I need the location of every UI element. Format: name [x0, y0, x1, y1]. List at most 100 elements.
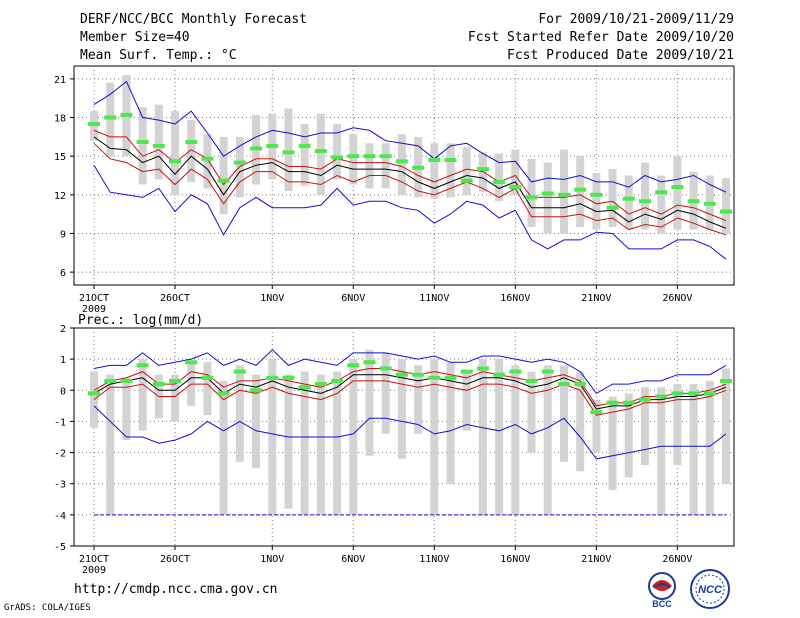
- temp-xtick-label: 11NOV: [419, 293, 449, 304]
- prec-median-marker: [233, 369, 246, 374]
- temp-box: [300, 123, 309, 186]
- prec-xtick-label: 1NOV: [260, 554, 284, 565]
- prec-box: [316, 374, 325, 515]
- prec-median-marker: [347, 363, 360, 368]
- prec-median-marker: [250, 388, 263, 393]
- prec-box: [657, 387, 666, 515]
- temp-ytick-label: 6: [60, 268, 66, 279]
- temp-box: [673, 156, 682, 230]
- prec-median-marker: [428, 375, 441, 380]
- temp-box: [657, 175, 666, 234]
- prec-box: [592, 399, 601, 453]
- prec-median-marker: [638, 397, 651, 402]
- prec-box: [576, 371, 585, 472]
- prec-box: [495, 359, 504, 515]
- prec-median-marker: [282, 375, 295, 380]
- grads-credit: GrADS: COLA/IGES: [4, 603, 91, 613]
- temp-box: [446, 143, 455, 198]
- prec-median-marker: [136, 363, 149, 368]
- prec-box: [543, 365, 552, 515]
- prec-box: [689, 384, 698, 515]
- footer-url[interactable]: http://cmdp.ncc.cma.gov.cn: [74, 582, 278, 597]
- temp-box: [333, 123, 342, 180]
- prec-box: [349, 359, 358, 515]
- prec-ytick-label: -5: [54, 542, 66, 553]
- prec-median-marker: [444, 375, 457, 380]
- temp-median-marker: [525, 195, 538, 200]
- temp-box: [527, 158, 536, 228]
- temp-median-marker: [136, 140, 149, 145]
- temp-median-marker: [720, 209, 732, 214]
- prec-box: [365, 349, 374, 456]
- temp-median-marker: [217, 178, 230, 183]
- prec-ytick-label: -3: [54, 480, 66, 491]
- temp-box: [478, 152, 487, 193]
- temp-median-marker: [120, 112, 133, 117]
- temp-mean-line: [93, 136, 727, 229]
- temp-median-marker: [460, 178, 473, 183]
- temp-box: [722, 178, 730, 234]
- prec-frame: [73, 327, 735, 547]
- prec-ytick-label: -4: [54, 511, 66, 522]
- temp-median-marker: [412, 165, 425, 170]
- prec-x-year-label: 2009: [82, 565, 106, 576]
- temp-xtick-label: 26OCT: [160, 293, 190, 304]
- ncc-logo: NCC: [690, 569, 730, 609]
- prec-xtick-label: 6NOV: [341, 554, 365, 565]
- temp-median-marker: [250, 146, 263, 151]
- temp-ytick-label: 18: [54, 114, 66, 125]
- prec-box: [511, 365, 520, 515]
- prec-box: [527, 371, 536, 453]
- temp-box: [462, 147, 471, 195]
- temp-median-marker: [428, 158, 441, 163]
- forecast-produced-date: Fcst Produced Date 2009/10/21: [507, 48, 734, 63]
- temp-min-line: [93, 164, 727, 260]
- prec-ytick-label: 2: [60, 324, 66, 335]
- prec-median-marker: [363, 360, 376, 365]
- prec-ytick-label: -2: [54, 449, 66, 460]
- temp-box: [187, 120, 196, 182]
- prec-xtick-label: 21NOV: [581, 554, 611, 565]
- temp-median-marker: [541, 191, 554, 196]
- temp-median-marker: [703, 201, 716, 206]
- prec-median-marker: [460, 369, 473, 374]
- variable-label: Mean Surf. Temp.: °C: [80, 48, 237, 63]
- prec-median-marker: [88, 391, 100, 396]
- prec-median-marker: [720, 378, 732, 383]
- temp-median-marker: [104, 115, 117, 120]
- prec-box: [673, 384, 682, 466]
- prec-median-marker: [622, 400, 635, 405]
- temp-lower-quartile-line: [93, 142, 727, 236]
- prec-median-marker: [509, 369, 522, 374]
- prec-box: [608, 396, 617, 490]
- prec-box: [478, 359, 487, 515]
- prec-median-marker: [217, 391, 230, 396]
- prec-median-marker: [557, 382, 570, 387]
- temp-panel: 21OCT 26OCT 1NOV 6NOV 11NOV 16NOV 21NOV 26NOV 20…: [54, 65, 735, 315]
- temp-box: [511, 149, 520, 195]
- prec-min-line: [93, 405, 727, 460]
- prec-median-marker: [120, 378, 133, 383]
- temp-median-marker: [493, 179, 506, 184]
- prec-median-marker: [104, 378, 117, 383]
- prec-median-marker: [541, 369, 554, 374]
- bcc-logo: BCC: [648, 572, 676, 609]
- temp-ytick-label: 9: [60, 229, 66, 240]
- prec-box: [171, 374, 180, 422]
- prec-box: [705, 380, 714, 515]
- prec-box: [446, 362, 455, 484]
- prec-median-marker: [314, 382, 327, 387]
- temp-median-marker: [622, 196, 635, 201]
- member-size: Member Size=40: [80, 30, 190, 45]
- prec-box: [106, 374, 115, 515]
- temp-median-marker: [298, 143, 311, 148]
- temp-median-marker: [88, 121, 100, 126]
- temp-median-marker: [590, 192, 603, 197]
- temp-median-marker: [606, 205, 619, 210]
- prec-xtick-label: 11NOV: [419, 554, 449, 565]
- prec-median-marker: [395, 372, 408, 377]
- temp-median-marker: [266, 143, 279, 148]
- prec-median-marker: [412, 372, 425, 377]
- temp-median-marker: [314, 149, 327, 154]
